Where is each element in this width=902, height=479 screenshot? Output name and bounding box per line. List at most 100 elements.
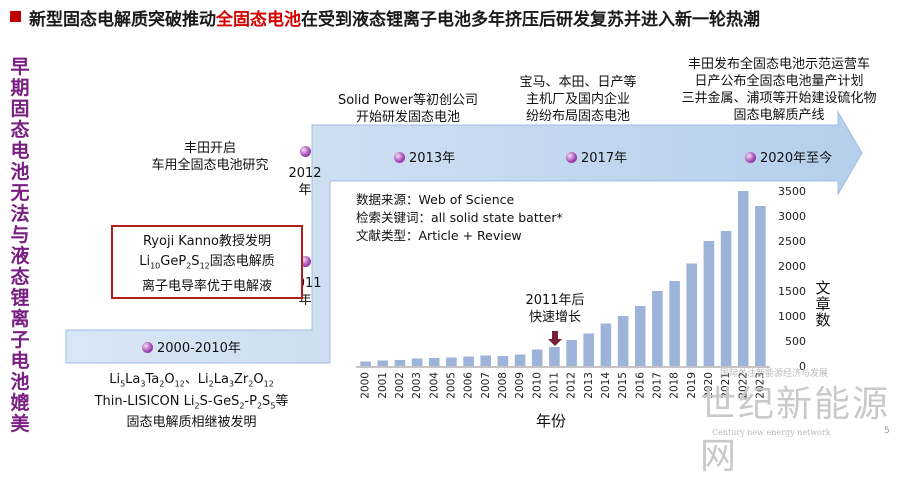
bars-group <box>360 191 766 366</box>
side-label-char: 态 <box>10 266 30 288</box>
growth-annotation: 2011年后 快速增长 <box>525 293 585 325</box>
x-tick-label: 2018 <box>669 372 681 399</box>
side-label-char: 期 <box>10 77 30 99</box>
info-source: 数据来源：Web of Science <box>356 192 515 207</box>
event-2020-plans: 丰田发布全固态电池示范运营车 日产公布全固态电池量产计划 三井金属、浦项等开始建设硫… <box>681 57 877 123</box>
side-label-char: 池 <box>10 161 30 183</box>
x-tick-label: 2003 <box>411 372 423 399</box>
x-tick-label: 2013 <box>583 372 595 399</box>
event-toyota-start: 丰田开启 车用全固态电池研究 <box>151 141 269 173</box>
side-label-char: 电 <box>10 140 30 162</box>
bar-2003 <box>411 358 423 366</box>
bar-2017 <box>652 291 663 366</box>
x-tick-label: 2005 <box>445 372 457 399</box>
x-axis-label: 年份 <box>536 412 567 430</box>
bar-2010 <box>531 349 543 366</box>
x-tick-label: 2017 <box>651 372 663 399</box>
bar-2021 <box>720 231 732 366</box>
x-tick-label: 2014 <box>600 372 612 399</box>
event-solid-power: Solid Power等初创公司 开始研发固态电池 <box>337 93 479 125</box>
x-tick-label: 2021 <box>720 372 732 399</box>
bar-2008 <box>497 356 509 366</box>
x-tick-label: 2010 <box>531 372 543 399</box>
x-tick-label: 2012 <box>566 372 578 399</box>
milestone-2020: 2020年至今 <box>745 147 832 166</box>
event-kanno-box: Ryoji Kanno教授发明 Li10GeP2S12固态电解质 离子电导率优于… <box>111 225 303 299</box>
milestone-dot-icon <box>142 342 153 353</box>
milestone-2017: 2017年 <box>566 147 627 166</box>
milestone-2012: 2012 年 <box>285 146 325 199</box>
kanno-line-3: 离子电导率优于电解液 <box>141 278 272 294</box>
y-axis-label: 文章数 <box>815 279 831 329</box>
milestone-dot-icon <box>299 256 311 267</box>
x-tick-label: 2009 <box>514 372 526 399</box>
x-tick-label: 2004 <box>428 372 440 399</box>
milestone-dot-icon <box>394 152 405 163</box>
bar-2022 <box>737 191 749 366</box>
side-label-char: 美 <box>10 413 30 435</box>
title-bullet <box>10 11 21 22</box>
bar-2016 <box>634 306 646 366</box>
bar-2004 <box>428 358 440 366</box>
side-label-char: 子 <box>10 329 30 351</box>
bar-2011 <box>549 347 560 366</box>
side-label-char: 池 <box>10 371 30 393</box>
event-automakers: 宝马、本田、日产等 主机厂及国内企业 纷纷布局固态电池 <box>519 75 637 124</box>
x-tick-label: 2002 <box>394 372 406 399</box>
watermark-overlay: 国际关注新能源经济与发展 <box>720 369 829 379</box>
kanno-line-2: Li10GeP2S12固态电解质 <box>139 254 275 271</box>
event-lisicon: Li5La3Ta2O12、Li2La3Zr2O12 Thin-LISICON L… <box>94 372 289 431</box>
bar-2018 <box>669 281 680 366</box>
bar-2005 <box>446 357 457 366</box>
bar-2014 <box>600 323 612 366</box>
y-tick-label: 2000 <box>778 260 806 273</box>
y-tick-label: 3000 <box>778 210 806 223</box>
y-tick-label: 0 <box>799 360 806 373</box>
side-label-char: 锂 <box>10 287 30 309</box>
side-label-char: 态 <box>10 119 30 141</box>
x-tick-label: 2001 <box>377 372 389 399</box>
x-tick-label: 2022 <box>737 372 749 399</box>
timeline-arrow <box>65 110 863 364</box>
y-tick-label: 1500 <box>778 285 806 298</box>
side-label-char: 液 <box>10 245 30 267</box>
side-label-char: 与 <box>10 224 30 246</box>
x-tick-label: 2020 <box>703 372 715 399</box>
x-axis-ticks: 2000 2001 2002 2003 2004 2005 2006 2007 2008 2009… <box>360 372 767 399</box>
milestone-dot-icon <box>299 146 311 157</box>
watermark-sub: Century new energy network <box>712 428 831 437</box>
x-tick-label: 2019 <box>686 372 698 399</box>
x-tick-label: 2007 <box>480 372 492 399</box>
bar-2009 <box>514 354 526 366</box>
kanno-line-1: Ryoji Kanno教授发明 <box>142 234 272 249</box>
bar-2007 <box>480 355 491 366</box>
x-tick-label: 2011 <box>548 372 560 399</box>
bar-2001 <box>377 360 388 366</box>
bar-2023 <box>755 206 766 366</box>
milestone-2013: 2013年 <box>394 147 455 166</box>
y-tick-label: 2500 <box>778 235 806 248</box>
bar-2019 <box>686 263 697 366</box>
x-tick-label: 2000 <box>360 372 372 399</box>
watermark: 世纪新能源网 <box>700 384 891 477</box>
bar-2002 <box>394 360 406 366</box>
side-label-char: 早 <box>10 56 30 78</box>
milestone-dot-icon <box>745 152 756 163</box>
growth-arrow-marker <box>548 331 562 346</box>
side-label-char: 离 <box>10 308 30 330</box>
info-keyword: 检索关键词：all solid state batter* <box>356 210 563 225</box>
bar-2006 <box>463 356 474 366</box>
side-label-char: 固 <box>10 98 30 120</box>
side-label-char: 无 <box>10 182 30 204</box>
x-tick-label: 2015 <box>617 372 629 399</box>
x-tick-label: 2016 <box>634 372 646 399</box>
x-tick-label: 2006 <box>463 372 475 399</box>
side-label-char: 法 <box>10 203 30 225</box>
bar-2020 <box>703 241 715 366</box>
y-axis-ticks: 0 500 1000 1500 2000 2500 3000 3500 <box>778 185 806 373</box>
x-tick-label: 2008 <box>497 372 509 399</box>
milestone-2000-2010: 2000-2010年 <box>142 337 241 356</box>
page-title: 新型固态电解质突破推动全固态电池在受到液态锂离子电池多年挤压后研发复苏并进入新一… <box>29 10 760 30</box>
y-tick-label: 500 <box>785 335 806 348</box>
